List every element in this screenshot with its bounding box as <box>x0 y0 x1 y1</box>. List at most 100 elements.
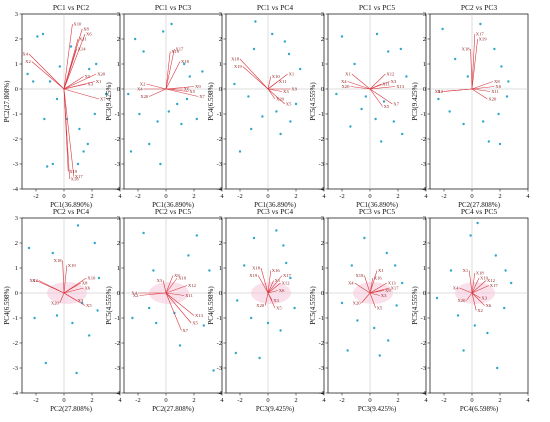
loading-vector <box>63 88 75 177</box>
score-point <box>504 269 507 272</box>
score-point <box>180 122 183 126</box>
loading-label: X17 <box>283 273 292 278</box>
loading-vector <box>28 53 65 90</box>
x-tick-label: -2 <box>33 193 38 200</box>
x-axis-label: PC1(36.890%) <box>356 201 398 209</box>
loading-ellipse <box>149 282 189 304</box>
loading-vector <box>165 61 181 90</box>
y-tick-label: -3 <box>115 161 120 168</box>
score-point <box>380 140 383 143</box>
y-tick-label: -4 <box>217 390 223 397</box>
loading-vector <box>165 292 192 324</box>
loading-label: X13 <box>396 84 405 89</box>
score-point <box>93 241 97 245</box>
score-point <box>507 80 510 83</box>
y-tick-label: -2 <box>319 340 324 347</box>
loading-label: X1 <box>289 72 295 77</box>
score-point <box>178 344 182 347</box>
loading-label: X17 <box>490 283 499 288</box>
y-tick-label: 2 <box>321 240 324 247</box>
y-tick-label: 3 <box>423 215 426 222</box>
loading-vector <box>267 292 276 309</box>
score-point <box>95 62 98 66</box>
loading-vector <box>63 265 68 294</box>
loading-label: X10 <box>178 276 187 281</box>
x-tick-label: 4 <box>526 193 530 200</box>
score-point <box>401 281 404 285</box>
loading-label: X12 <box>487 278 496 283</box>
loading-label: X20 <box>353 301 362 306</box>
loading-label: X18 <box>54 258 63 263</box>
score-point <box>195 117 198 121</box>
y-tick-label: -3 <box>217 161 222 168</box>
loading-label: X2 <box>477 308 483 313</box>
score-point <box>494 254 497 257</box>
loading-vector <box>369 287 390 294</box>
score-point <box>185 97 189 101</box>
x-tick-label: 0 <box>62 193 65 200</box>
loading-label: X5 <box>377 306 383 311</box>
score-point <box>500 65 503 68</box>
loading-label: X7 <box>199 94 205 99</box>
score-point <box>454 57 457 61</box>
score-point <box>188 75 191 78</box>
score-point <box>33 316 36 320</box>
x-tick-label: 2 <box>192 397 195 404</box>
score-point <box>299 67 302 71</box>
loading-vector <box>63 48 77 90</box>
y-tick-label: 2 <box>321 36 324 43</box>
x-tick-label: -2 <box>135 193 140 200</box>
loading-label: X2 <box>437 89 443 94</box>
y-tick-label: -3 <box>13 161 18 168</box>
y-tick-label: -1 <box>217 315 222 322</box>
score-point <box>148 306 151 310</box>
loading-vector <box>468 270 473 294</box>
y-tick-label: 0 <box>219 86 222 93</box>
loading-label: X7 <box>393 102 399 107</box>
score-point <box>44 361 47 365</box>
loading-label: X2 <box>140 82 146 87</box>
loading-label: X8 <box>82 281 88 286</box>
x-tick-label: 2 <box>294 193 297 200</box>
loading-label: X3 <box>283 89 289 94</box>
score-point <box>456 314 460 317</box>
score-point <box>360 107 363 111</box>
score-point <box>236 299 239 302</box>
x-tick-label: 0 <box>266 397 269 404</box>
plot-frame <box>123 217 223 394</box>
loading-vector <box>31 61 65 90</box>
score-point <box>195 234 198 237</box>
y-tick-label: 1 <box>219 61 222 68</box>
loading-vector <box>369 292 376 309</box>
score-point <box>382 100 386 103</box>
y-axis-label: PC5(4.555%) <box>309 82 317 121</box>
loading-vector <box>471 38 478 90</box>
score-point <box>289 120 292 123</box>
score-point <box>363 236 366 240</box>
loading-label: X12 <box>188 283 197 288</box>
loading-label: X19 <box>479 37 488 42</box>
loading-label: X2 <box>133 293 139 298</box>
loading-label: X14 <box>78 47 87 52</box>
y-axis-label: PC3(9.425%) <box>105 82 113 121</box>
score-point <box>493 47 496 51</box>
score-point <box>294 102 298 106</box>
y-tick-label: -2 <box>319 136 324 143</box>
loading-vector <box>63 73 97 90</box>
score-point <box>258 356 261 360</box>
score-point <box>399 47 402 51</box>
loading-label: X5 <box>286 102 292 107</box>
score-point <box>155 321 158 325</box>
score-point <box>142 50 145 53</box>
loading-label: X18 <box>476 271 485 276</box>
loading-vector <box>267 88 276 100</box>
loading-label: X16 <box>272 268 281 273</box>
score-point <box>167 110 170 113</box>
loading-vector <box>149 88 167 97</box>
loading-label: X20 <box>97 72 106 77</box>
loading-vector <box>471 280 487 294</box>
y-tick-label: -4 <box>421 390 427 397</box>
y-tick-label: -3 <box>319 365 324 372</box>
y-tick-label: -4 <box>421 186 427 193</box>
